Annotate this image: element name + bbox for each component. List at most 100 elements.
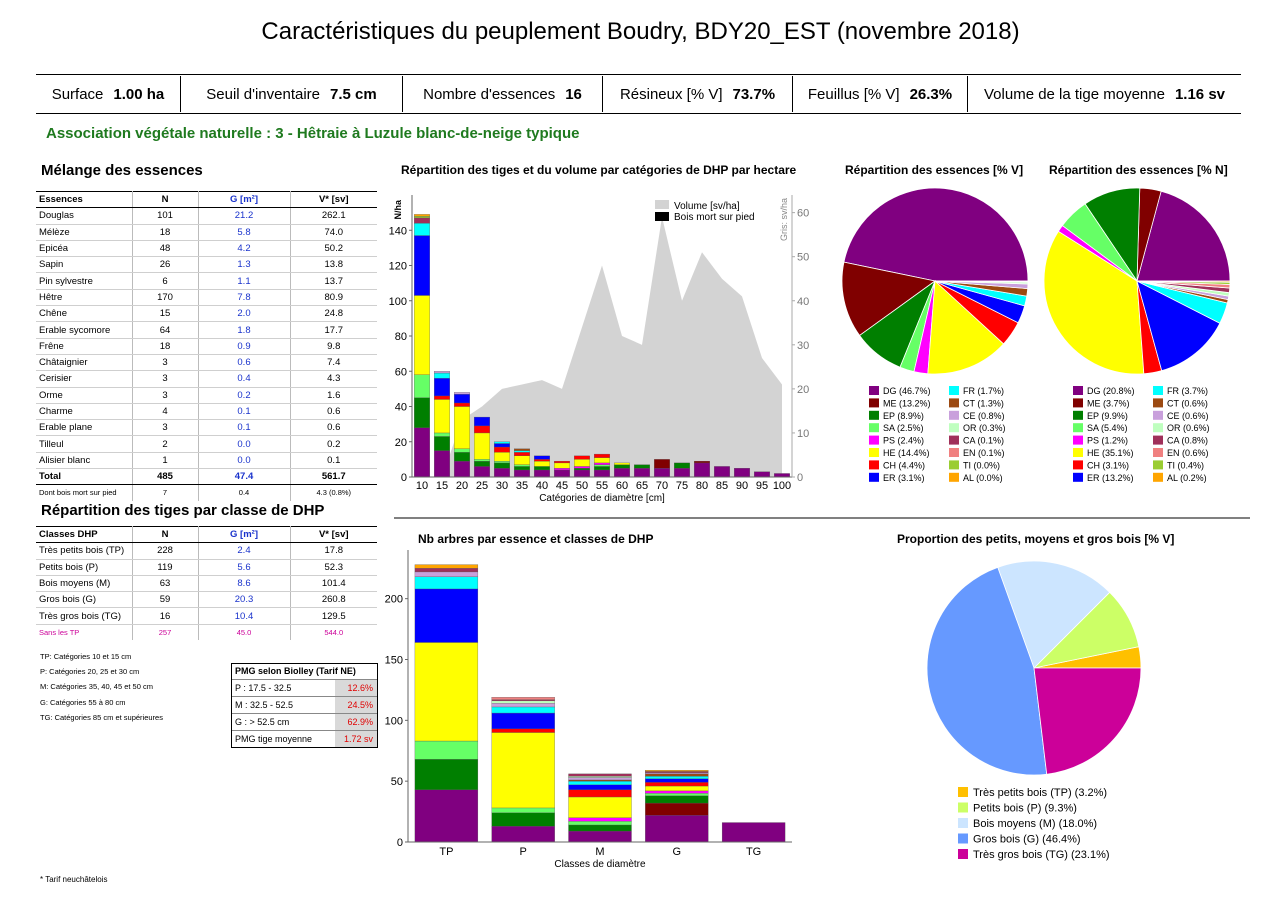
bar-segment-PS	[594, 462, 610, 465]
legend-label: CA (0.1%)	[963, 436, 1004, 446]
table-cell: 0.2	[290, 435, 377, 453]
x-tick-label: M	[595, 846, 604, 858]
pie1-slice	[927, 280, 1005, 375]
bar-segment-EP	[594, 466, 610, 471]
bar-segment-AL	[645, 770, 709, 772]
pmg-label: P : 17.5 - 32.5	[235, 683, 292, 693]
pmg-value: 24.5%	[335, 697, 377, 713]
table-row: Chêne 15 2.0 24.8	[36, 305, 377, 323]
legend-label: HE (14.4%)	[883, 448, 930, 458]
bar-segment-DG	[634, 468, 650, 478]
x-tick-label: 80	[696, 480, 708, 492]
bar-segment-ER	[434, 378, 450, 397]
bar-segment-SA	[414, 740, 479, 760]
bar-segment-EP	[494, 462, 510, 469]
table-cell: Mélèze	[36, 224, 133, 241]
table-cell: Classes DHP	[36, 525, 133, 544]
bar-segment-EP	[674, 462, 690, 469]
table-cell: 0.9	[198, 338, 291, 355]
table-cell: 2.4	[198, 542, 291, 560]
bar-segment-ME	[654, 459, 670, 469]
legend-dead-label: Bois mort sur pied	[674, 212, 755, 223]
bar-segment-ER	[454, 394, 470, 404]
bar-segment-DG	[674, 468, 690, 478]
summary-seuil: Seuil d'inventaire 7.5 cm	[181, 76, 403, 112]
bar-segment-CH	[434, 395, 450, 400]
table-row: Très petits bois (TP) 228 2.4 17.8	[36, 542, 377, 560]
x-axis-label: Classes de diamètre	[554, 859, 646, 870]
legend-swatch-DG	[1073, 386, 1083, 395]
legend-swatch-ME	[869, 398, 879, 408]
legend-label: EN (0.6%)	[1167, 448, 1209, 458]
legend-label: ER (3.1%)	[883, 473, 925, 483]
bar-segment-CE	[645, 772, 709, 775]
legend-label: FR (1.7%)	[963, 386, 1004, 396]
table-cell: V* [sv]	[290, 190, 377, 209]
table-cell: 21.2	[198, 207, 291, 225]
summary-feuillus: Feuillus [% V] 26.3%	[793, 76, 968, 112]
pie1-slice	[934, 280, 1029, 282]
footnote: * Tarif neuchâtelois	[40, 875, 108, 884]
summary-value: 26.3%	[909, 85, 953, 103]
legend-swatch-PS	[1073, 435, 1083, 445]
bar-segment-DG	[774, 473, 790, 478]
table-cell: Frêne	[36, 338, 133, 355]
legend-swatch-AL	[1153, 472, 1163, 482]
table-cell: 544.0	[324, 627, 344, 637]
pie-n-title: Répartition des essences [% N]	[1049, 163, 1228, 177]
bar-segment-OR	[491, 700, 555, 704]
bar-segment-EP	[414, 759, 479, 790]
bar-segment-DG	[721, 822, 786, 843]
melange-table-wrap: Essences N G [m²] V* [sv] Douglas 101 21.2 262.…	[36, 190, 377, 501]
bar-segment-HE	[554, 462, 570, 469]
bar-segment-CH	[454, 402, 470, 407]
legend-swatch-FR	[1153, 386, 1163, 395]
y2-tick-label: 60	[797, 208, 809, 220]
table-cell: 80.9	[290, 288, 377, 307]
summary-label: Surface	[51, 85, 104, 103]
legend-swatch-ME	[1073, 398, 1083, 408]
bar-segment-DG	[414, 427, 430, 478]
y2-axis-label: Gris: sv/ha	[779, 198, 789, 241]
table-cell: 129.5	[290, 607, 377, 625]
y-tick-label: 140	[389, 225, 407, 237]
legend-label: HE (35.1%)	[1087, 448, 1134, 458]
table-cell: 74.0	[290, 224, 377, 241]
table-row: Charme 4 0.1 0.6	[36, 403, 377, 421]
bar-segment-DG	[554, 469, 570, 478]
y-tick-label: 150	[385, 655, 403, 667]
x-tick-label: 65	[636, 480, 648, 492]
pie1-slice	[843, 187, 1029, 282]
class-note: TG: Catégories 85 cm et supérieures	[40, 712, 163, 722]
table-cell: 13.8	[290, 256, 377, 274]
table-cell: Essences	[36, 190, 133, 209]
table-cell: Bois moyens (M)	[36, 575, 133, 593]
table-cell: 1.3	[198, 256, 291, 274]
legend-label: CE (0.6%)	[1167, 411, 1209, 421]
bar-segment-DG	[514, 469, 530, 478]
bar-segment-FR	[494, 441, 510, 444]
pie1-slice	[841, 261, 936, 337]
bar-segment-ME	[645, 802, 709, 816]
bar-segment-EP	[454, 452, 470, 462]
table-cell: 485	[132, 468, 199, 486]
table-row: Erable sycomore 64 1.8 17.7	[36, 321, 377, 339]
summary-bar: Surface 1.00 ha Seuil d'inventaire 7.5 cm …	[36, 74, 1241, 114]
bar-segment-DG	[714, 466, 730, 478]
legend-swatch-ER	[1073, 472, 1083, 482]
bar-segment-SA	[454, 448, 470, 453]
y-tick-label: 40	[395, 402, 407, 414]
legend-swatch-SA	[1073, 423, 1083, 433]
pmg-value: 1.72 sv	[335, 731, 377, 747]
legend-swatch	[958, 849, 968, 859]
x-tick-label: 55	[596, 480, 608, 492]
legend-swatch-HE	[1073, 448, 1083, 457]
legend-swatch-CH	[1073, 460, 1083, 470]
table-cell: 4.3 (0.8%)	[316, 488, 352, 498]
table-cell: 4.3	[290, 370, 377, 388]
bar-segment-SA	[594, 464, 610, 467]
pie-classes-slice	[1033, 667, 1142, 775]
bar-segment-CH	[574, 455, 590, 460]
bar-segment-FR	[514, 450, 530, 453]
bar-segment-HE	[574, 459, 590, 467]
